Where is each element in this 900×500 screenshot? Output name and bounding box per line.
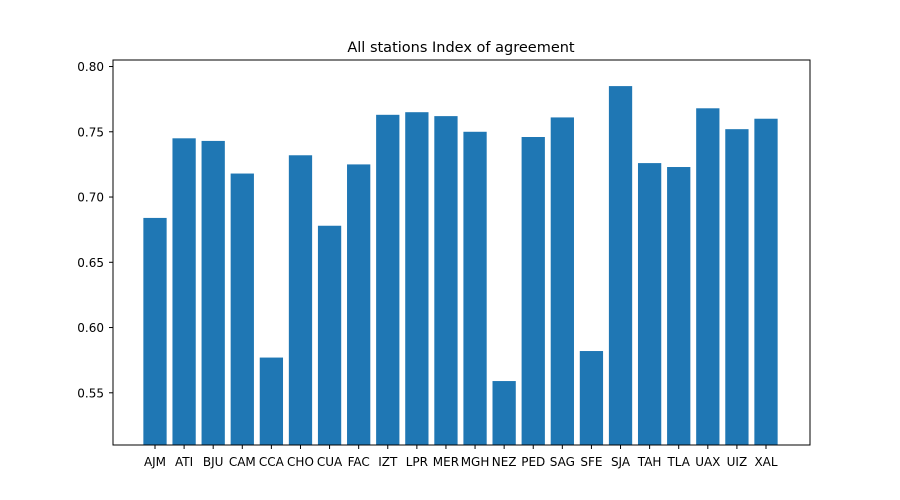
bar-cua xyxy=(317,225,342,445)
x-axis-ticks: AJM ATI BJU CAM CCA CHO CUA FAC IZT LPR MER MGH NEZ P… xyxy=(144,445,778,469)
x-tick-label: FAC xyxy=(348,455,370,469)
bars-group xyxy=(143,86,778,446)
y-axis-ticks: 0.55 0.60 0.65 0.70 0.75 0.80 xyxy=(77,60,113,400)
bar-cca xyxy=(259,357,284,445)
bar-fac xyxy=(347,164,371,445)
bar-mer xyxy=(434,116,458,446)
x-tick-label: SJA xyxy=(611,455,631,469)
bar-ajm xyxy=(143,217,167,445)
bar-uiz xyxy=(725,129,749,446)
bar-cho xyxy=(288,155,313,445)
x-tick-label: NEZ xyxy=(492,455,517,469)
bar-xal xyxy=(754,118,778,445)
bar-mgh xyxy=(463,131,487,445)
y-tick-label: 0.55 xyxy=(77,386,104,400)
x-tick-label: UIZ xyxy=(727,455,748,469)
bar-tla xyxy=(667,167,691,445)
x-tick-label: ATI xyxy=(175,455,193,469)
x-tick-label: BJU xyxy=(203,455,224,469)
bar-cam xyxy=(230,173,254,446)
x-tick-label: CHO xyxy=(287,455,314,469)
x-tick-label: XAL xyxy=(754,455,777,469)
bar-nez xyxy=(492,381,516,445)
x-tick-label: MGH xyxy=(461,455,490,469)
x-tick-label: PED xyxy=(521,455,545,469)
bar-ped xyxy=(521,137,545,445)
bar-sja xyxy=(608,86,633,445)
x-tick-label: CAM xyxy=(229,455,256,469)
y-tick-label: 0.75 xyxy=(77,125,104,139)
plot-area-frame xyxy=(112,59,811,446)
y-tick-label: 0.80 xyxy=(77,60,104,74)
y-tick-label: 0.70 xyxy=(77,191,104,205)
x-tick-label: CUA xyxy=(317,455,343,469)
x-tick-label: LPR xyxy=(406,455,428,469)
bar-uax xyxy=(696,108,720,445)
x-tick-label: TLA xyxy=(666,455,690,469)
bar-tah xyxy=(637,163,662,445)
x-tick-label: CCA xyxy=(259,455,285,469)
x-tick-label: MER xyxy=(433,455,459,469)
x-tick-label: SAG xyxy=(550,455,575,469)
chart-title: All stations Index of agreement xyxy=(347,40,575,56)
x-tick-label: UAX xyxy=(695,455,720,469)
x-tick-label: TAH xyxy=(637,455,662,469)
x-tick-label: AJM xyxy=(144,455,166,469)
bar-sfe xyxy=(579,351,604,445)
bar-ati xyxy=(172,138,196,445)
x-tick-label: SFE xyxy=(580,455,602,469)
bar-izt xyxy=(376,114,400,445)
bar-bju xyxy=(201,140,225,446)
x-tick-label: IZT xyxy=(378,455,398,469)
y-tick-label: 0.60 xyxy=(77,321,104,335)
bar-sag xyxy=(550,117,574,446)
bar-lpr xyxy=(405,112,429,445)
y-tick-label: 0.65 xyxy=(77,256,104,270)
